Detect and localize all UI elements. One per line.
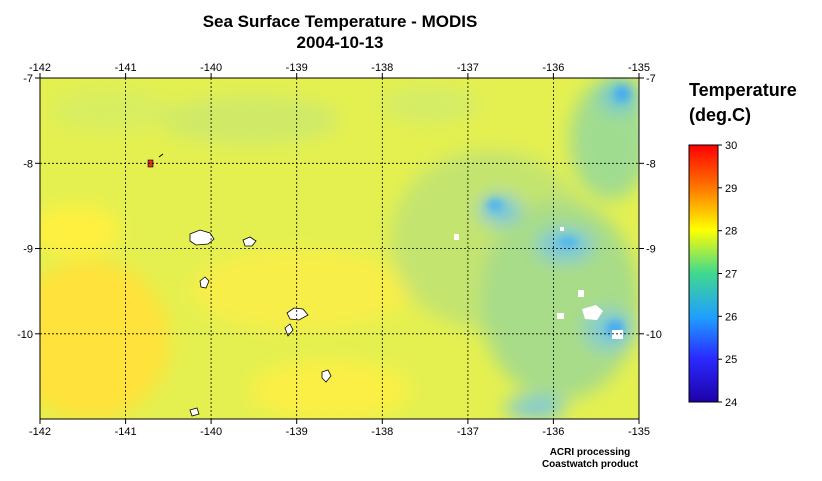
y-ticks-right: -7 -8 -9 -10 bbox=[646, 73, 662, 341]
y-tick-label: -9 bbox=[646, 244, 656, 256]
x-ticks-bottom: -142 -141 -140 -139 -138 -137 -136 -135 bbox=[29, 426, 650, 438]
legend-units: (deg.C) bbox=[689, 105, 751, 125]
graticule bbox=[40, 78, 639, 419]
land-masks bbox=[189, 229, 332, 417]
colorbar-label: 29 bbox=[725, 183, 737, 195]
cloud-masks bbox=[454, 227, 623, 339]
map-title: Sea Surface Temperature - MODIS bbox=[202, 12, 478, 31]
x-tick-label: -136 bbox=[542, 426, 564, 438]
x-tick-label: -138 bbox=[371, 62, 393, 74]
y-tick-label: -7 bbox=[23, 73, 33, 85]
y-ticks-left: -7 -8 -9 -10 bbox=[17, 73, 33, 341]
colorbar-label: 28 bbox=[725, 226, 737, 238]
colorbar bbox=[688, 144, 719, 403]
x-ticks-top: -142 -141 -140 -139 -138 -137 -136 -135 bbox=[29, 62, 650, 74]
colorbar-label: 26 bbox=[725, 311, 737, 323]
y-tick-label: -10 bbox=[17, 329, 33, 341]
legend-title: Temperature bbox=[689, 80, 797, 100]
colorbar-label: 27 bbox=[725, 269, 737, 281]
x-tick-label: -142 bbox=[29, 62, 51, 74]
colorbar-label: 25 bbox=[725, 354, 737, 366]
y-tick-label: -9 bbox=[23, 244, 33, 256]
x-tick-label: -141 bbox=[115, 426, 137, 438]
x-tick-label: -136 bbox=[542, 62, 564, 74]
colorbar-ticks bbox=[718, 144, 722, 403]
credit-processing: ACRI processing bbox=[549, 447, 631, 458]
x-tick-label: -142 bbox=[29, 426, 51, 438]
x-tick-label: -139 bbox=[286, 62, 308, 74]
sst-field bbox=[40, 78, 639, 419]
y-tick-label: -8 bbox=[646, 158, 656, 170]
y-tick-label: -10 bbox=[646, 329, 662, 341]
sst-patches bbox=[40, 78, 639, 419]
y-tick-label: -7 bbox=[646, 73, 656, 85]
map-date: 2004-10-13 bbox=[296, 33, 384, 52]
credit-product: Coastwatch product bbox=[541, 459, 639, 470]
x-tick-label: -141 bbox=[115, 62, 137, 74]
x-tick-label: -140 bbox=[200, 426, 222, 438]
x-tick-label: -140 bbox=[200, 62, 222, 74]
x-tick-label: -139 bbox=[286, 426, 308, 438]
colorbar-label: 24 bbox=[725, 397, 737, 409]
colorbar-label: 30 bbox=[725, 140, 737, 152]
x-tick-label: -138 bbox=[371, 426, 393, 438]
colorbar-labels: 30 29 28 27 26 25 24 bbox=[725, 140, 737, 409]
tick-marks bbox=[35, 73, 644, 424]
x-tick-label: -137 bbox=[457, 426, 479, 438]
y-tick-label: -8 bbox=[23, 158, 33, 170]
x-tick-label: -135 bbox=[628, 426, 650, 438]
x-tick-label: -135 bbox=[628, 62, 650, 74]
x-tick-label: -137 bbox=[457, 62, 479, 74]
